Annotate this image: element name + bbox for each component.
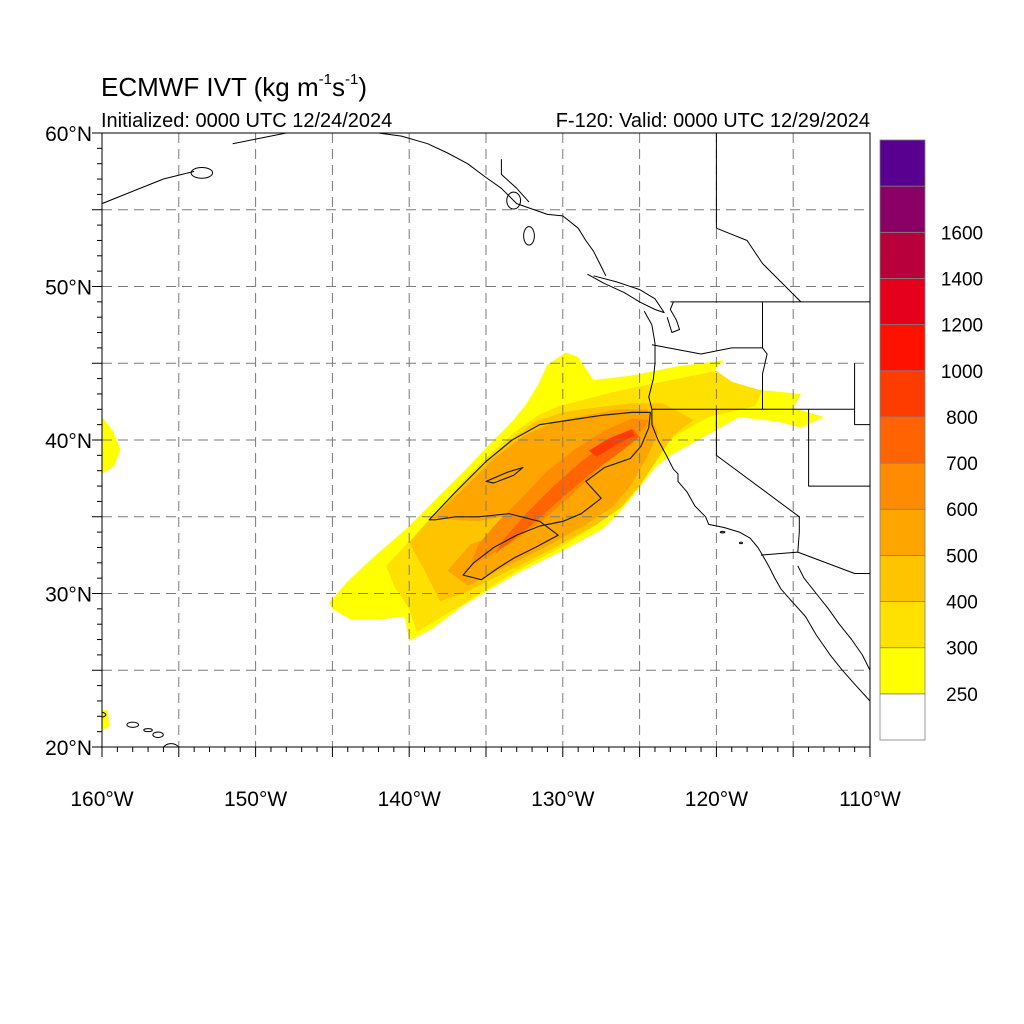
coast-border-line bbox=[587, 273, 665, 314]
coast-border-line bbox=[715, 409, 800, 553]
colorbar-swatch bbox=[879, 139, 926, 187]
coast-border-line bbox=[643, 310, 870, 702]
x-tick-label: 110°W bbox=[839, 788, 901, 811]
coastlines-borders bbox=[102, 133, 870, 747]
coast-border-line bbox=[232, 133, 287, 145]
y-tick-label: 30°N bbox=[45, 584, 92, 607]
initialized-label: Initialized: 0000 UTC 12/24/2024 bbox=[101, 110, 393, 132]
coast-border-line bbox=[666, 301, 680, 333]
colorbar-label: 250 bbox=[946, 685, 978, 706]
colorbar-swatch bbox=[879, 554, 926, 602]
colorbar: 250 300 400 500 600 700 800 1000 1200 1400 1600 bbox=[879, 139, 983, 741]
chart-title: ECMWF IVT (kg m-1s-1) bbox=[101, 71, 367, 102]
x-tick-label: 160°W bbox=[70, 788, 133, 811]
y-tick-label: 40°N bbox=[45, 430, 92, 453]
island-outline bbox=[152, 731, 164, 738]
ivt-area-700 bbox=[495, 429, 640, 554]
colorbar-swatch bbox=[879, 693, 926, 741]
ivt-area-hawaii bbox=[102, 710, 110, 731]
x-tick-label: 150°W bbox=[224, 788, 287, 811]
coast-border-line bbox=[760, 551, 870, 574]
coast-border-line bbox=[378, 133, 563, 217]
coast-border-line bbox=[500, 159, 530, 203]
colorbar-swatch bbox=[879, 278, 926, 326]
coast-border-line bbox=[762, 301, 768, 410]
colorbar-swatch bbox=[879, 508, 926, 556]
island-outline bbox=[102, 711, 107, 718]
edge-patches bbox=[102, 417, 121, 731]
colorbar-label: 1600 bbox=[941, 223, 983, 244]
ivt-area-west-edge bbox=[102, 417, 121, 474]
colorbar-label: 300 bbox=[946, 639, 978, 660]
colorbar-label: 500 bbox=[946, 546, 978, 567]
colorbar-swatch bbox=[879, 462, 926, 510]
axis-ticks bbox=[92, 132, 871, 757]
island-outline bbox=[719, 530, 726, 534]
colorbar-label: 600 bbox=[946, 500, 978, 521]
coast-border-line bbox=[651, 344, 763, 355]
colorbar-swatch bbox=[879, 416, 926, 464]
colorbar-label: 700 bbox=[946, 454, 978, 475]
colorbar-swatch bbox=[879, 185, 926, 233]
coast-border-line bbox=[102, 170, 195, 205]
graticule bbox=[102, 133, 870, 747]
ivt-contours bbox=[428, 411, 652, 581]
island-outline bbox=[738, 541, 744, 545]
colorbar-swatch bbox=[879, 231, 926, 279]
colorbar-label: 1200 bbox=[941, 316, 983, 337]
colorbar-swatch bbox=[879, 370, 926, 418]
y-tick-label: 50°N bbox=[45, 277, 92, 300]
x-axis-labels: 160°W 150°W 140°W 130°W 120°W 110°W bbox=[70, 788, 901, 811]
island-outline bbox=[506, 191, 522, 210]
coast-border-line bbox=[715, 133, 802, 303]
ivt-shading bbox=[329, 352, 824, 642]
ivt-area-800 bbox=[588, 429, 635, 457]
colorbar-label: 400 bbox=[946, 593, 978, 614]
y-axis-labels: 60°N 50°N 40°N 30°N 20°N bbox=[45, 123, 92, 760]
valid-time-label: F-120: Valid: 0000 UTC 12/29/2024 bbox=[555, 110, 870, 132]
coast-border-line bbox=[797, 565, 870, 671]
colorbar-label: 800 bbox=[946, 408, 978, 429]
island-outline bbox=[126, 721, 140, 728]
colorbar-label: 1400 bbox=[941, 269, 983, 290]
island-outline bbox=[163, 743, 180, 747]
colorbar-label: 1000 bbox=[941, 362, 983, 383]
map-area bbox=[102, 133, 870, 747]
island-outline bbox=[143, 728, 153, 733]
colorbar-swatch bbox=[879, 647, 926, 695]
island-outline bbox=[523, 226, 535, 246]
coast-border-line bbox=[854, 363, 870, 426]
x-tick-label: 120°W bbox=[685, 788, 748, 811]
ivt-contour bbox=[428, 411, 652, 581]
ivt-contour bbox=[485, 467, 524, 484]
colorbar-swatch bbox=[879, 601, 926, 649]
y-tick-label: 20°N bbox=[45, 737, 92, 760]
y-tick-label: 60°N bbox=[45, 123, 92, 146]
coast-border-line bbox=[562, 215, 607, 277]
x-tick-label: 130°W bbox=[531, 788, 594, 811]
x-tick-label: 140°W bbox=[378, 788, 441, 811]
coast-border-line bbox=[808, 409, 870, 487]
island-outline bbox=[190, 167, 214, 179]
colorbar-swatch bbox=[879, 324, 926, 372]
